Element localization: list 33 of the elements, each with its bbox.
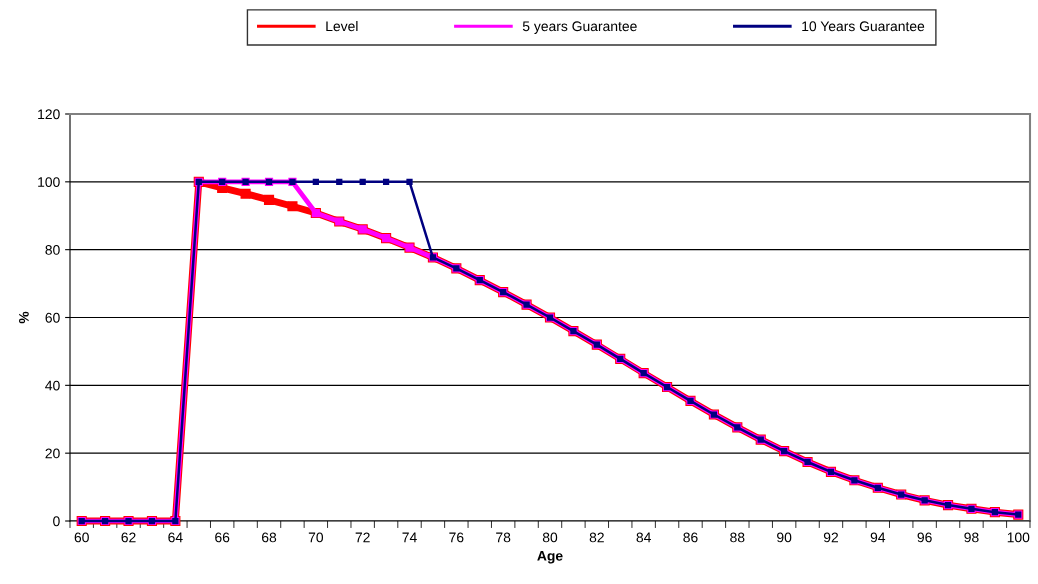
y-tick-label: 100 <box>38 177 60 187</box>
x-tick-label: 70 <box>308 532 324 543</box>
x-tick-label: 62 <box>121 532 136 543</box>
x-tick-label: 78 <box>496 532 511 543</box>
x-tick-label: 88 <box>730 532 745 543</box>
x-tick-label: 64 <box>168 532 183 543</box>
x-tick-label: 74 <box>402 532 417 543</box>
y-tick-label: 40 <box>45 380 60 391</box>
x-tick-label: 66 <box>215 532 230 543</box>
x-tick-label: 100 <box>1007 532 1030 543</box>
x-tick-label: 76 <box>449 532 464 543</box>
y-tick-label: 0 <box>53 516 60 527</box>
y-tick-label: 80 <box>45 245 60 255</box>
x-tick-label: 96 <box>917 532 932 543</box>
legend-label: 10 Years Guarantee <box>802 21 925 32</box>
x-tick-label: 60 <box>74 532 89 543</box>
x-tick-label: 80 <box>542 532 558 543</box>
y-tick-label: 60 <box>45 312 60 323</box>
y-axis-title: % <box>19 311 29 324</box>
x-tick-label: 82 <box>589 532 604 543</box>
x-tick-label: 84 <box>636 532 651 543</box>
x-tick-label: 94 <box>870 532 886 543</box>
x-tick-label: 90 <box>777 532 792 543</box>
legend-label: 5 years Guarantee <box>522 21 637 34</box>
x-tick-label: 92 <box>823 532 838 543</box>
x-axis-title: Age <box>537 551 563 564</box>
x-tick-label: 72 <box>355 532 370 543</box>
legend-label: Level <box>326 20 358 32</box>
x-tick-label: 86 <box>683 532 698 543</box>
y-tick-label: 20 <box>45 448 60 459</box>
x-tick-label: 98 <box>964 532 979 543</box>
x-tick-label: 68 <box>262 532 277 543</box>
y-tick-label: 120 <box>38 109 60 120</box>
